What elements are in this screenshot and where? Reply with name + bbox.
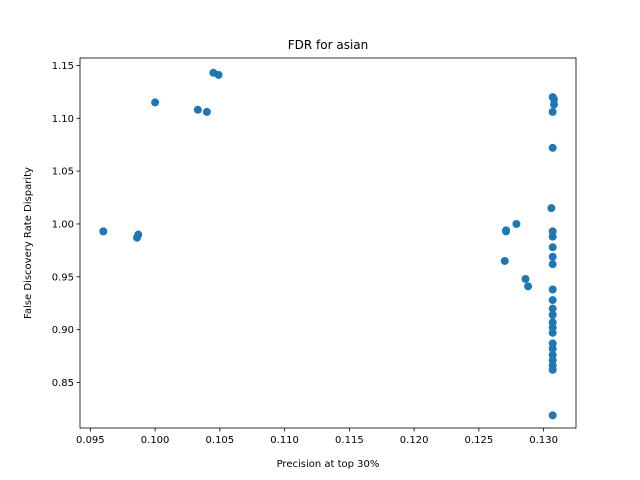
data-point: [548, 296, 557, 305]
x-tick-label: 0.110: [270, 435, 299, 446]
data-point: [548, 310, 557, 319]
data-point: [521, 274, 530, 283]
y-tick-label: 1.05: [52, 167, 74, 178]
x-axis-label: Precision at top 30%: [277, 459, 380, 470]
data-point: [500, 256, 509, 265]
x-tick-label: 0.130: [529, 435, 558, 446]
data-point: [548, 252, 557, 261]
data-point: [524, 282, 533, 291]
data-point: [549, 100, 558, 109]
data-point: [548, 232, 557, 241]
data-point: [202, 107, 211, 116]
y-axis-label: False Discovery Rate Disparity: [23, 167, 34, 319]
data-point: [548, 260, 557, 269]
data-point: [548, 304, 557, 313]
y-axis-ticks: 0.85 0.90 0.95 1.00 1.05 1.10 1.15: [52, 61, 80, 389]
data-point: [547, 204, 556, 213]
data-point: [512, 219, 521, 228]
y-tick-label: 1.00: [52, 219, 74, 230]
data-point: [548, 143, 557, 152]
y-tick-label: 1.10: [52, 114, 74, 125]
data-point: [548, 344, 557, 353]
data-point: [548, 285, 557, 294]
plot-area-frame: [79, 57, 577, 429]
x-tick-label: 0.095: [76, 435, 105, 446]
data-point: [548, 328, 557, 337]
chart-title: FDR for asian: [288, 38, 369, 52]
x-axis-ticks: 0.095 0.100 0.105 0.110 0.115 0.120 0.125 0.130: [76, 428, 558, 446]
data-point: [548, 365, 557, 374]
data-point: [548, 107, 557, 116]
x-tick-label: 0.120: [400, 435, 429, 446]
data-point: [214, 70, 223, 79]
y-tick-label: 0.90: [52, 325, 74, 336]
x-tick-label: 0.105: [206, 435, 235, 446]
x-tick-label: 0.100: [141, 435, 170, 446]
x-tick-label: 0.115: [335, 435, 364, 446]
data-point: [151, 98, 160, 107]
x-tick-label: 0.125: [465, 435, 494, 446]
y-tick-label: 0.85: [52, 378, 74, 389]
y-tick-label: 0.95: [52, 272, 74, 283]
y-tick-label: 1.15: [52, 61, 74, 72]
data-point: [193, 105, 202, 114]
points-layer: [99, 68, 558, 420]
data-point: [548, 243, 557, 252]
data-point: [99, 227, 108, 236]
data-point: [502, 227, 511, 236]
data-point: [134, 230, 143, 239]
data-point: [548, 411, 557, 420]
